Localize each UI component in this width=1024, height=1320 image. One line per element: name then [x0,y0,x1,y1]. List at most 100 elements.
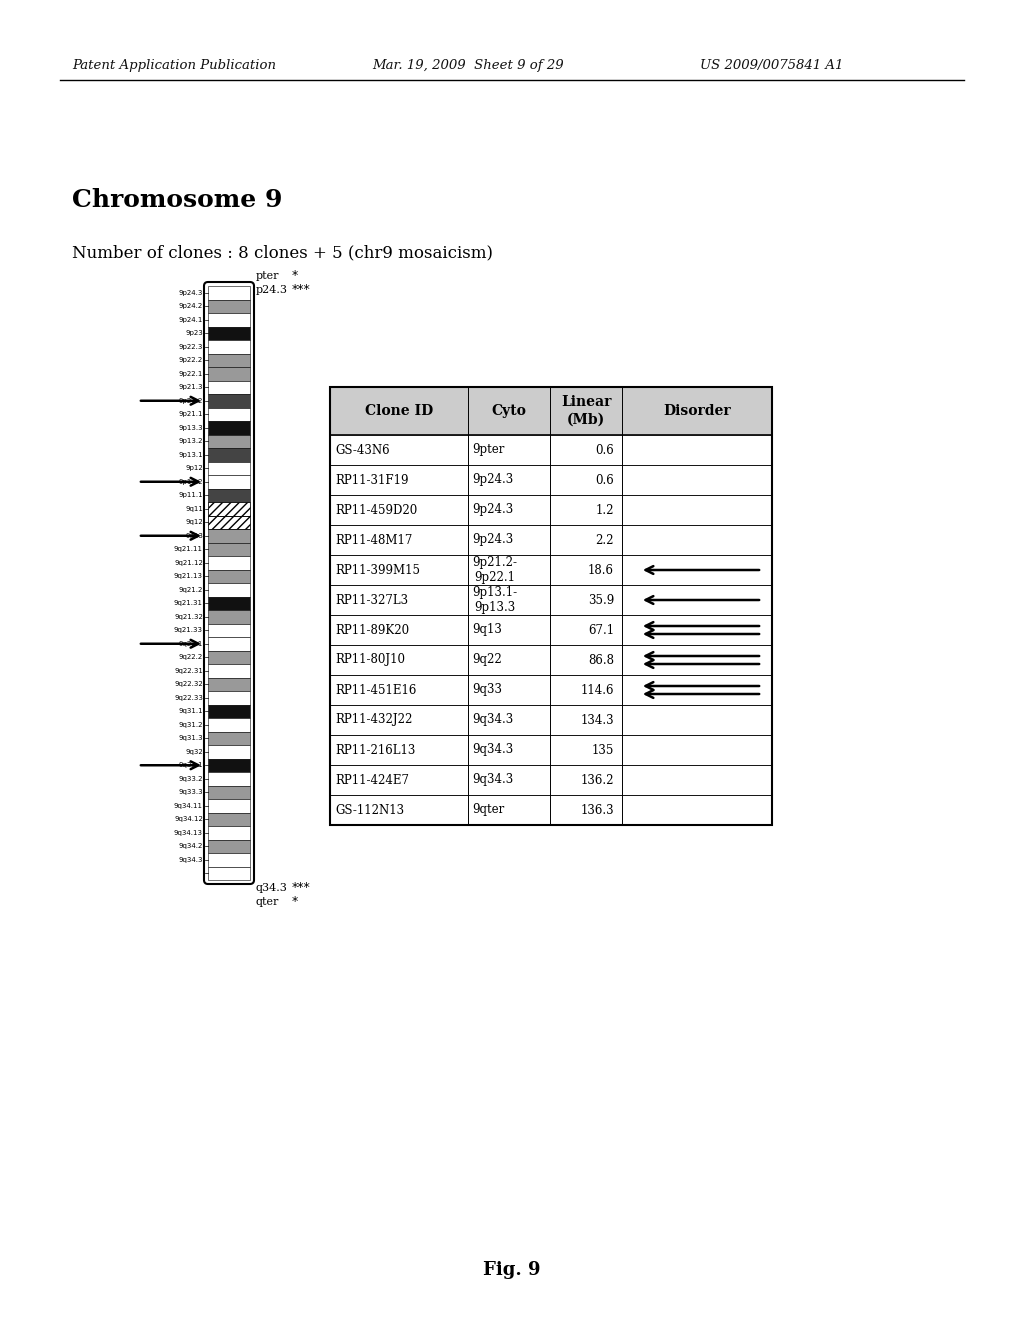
Bar [330,585,772,615]
Text: 9q21.2: 9q21.2 [178,587,203,593]
Bar [208,718,250,731]
Bar [208,488,250,502]
Text: 9q21.12: 9q21.12 [174,560,203,566]
Text: 9p11.1: 9p11.1 [178,492,203,498]
Text: 9p24.3: 9p24.3 [472,533,513,546]
Text: 9p23: 9p23 [185,330,203,337]
Bar [208,516,250,529]
Text: 9q34.12: 9q34.12 [174,816,203,822]
Bar [208,785,250,799]
Text: 86.8: 86.8 [588,653,614,667]
Text: 9q34.11: 9q34.11 [174,803,203,809]
Bar [208,610,250,623]
Bar [208,759,250,772]
Text: 9p21.2: 9p21.2 [178,397,203,404]
Bar [330,766,772,795]
Text: 9q34.3: 9q34.3 [472,714,513,726]
Text: 136.3: 136.3 [581,804,614,817]
Text: RP11-31F19: RP11-31F19 [335,474,409,487]
Bar [208,866,250,880]
Text: 9q34.3: 9q34.3 [472,743,513,756]
Text: Disorder: Disorder [664,404,731,418]
Text: 2.2: 2.2 [596,533,614,546]
Text: 9p12: 9p12 [185,465,203,471]
Text: 136.2: 136.2 [581,774,614,787]
Bar [208,813,250,826]
Text: 134.3: 134.3 [581,714,614,726]
Text: 9q34.2: 9q34.2 [178,843,203,849]
Bar [208,354,250,367]
Bar [208,502,250,516]
Bar [208,853,250,866]
Bar [330,795,772,825]
Text: RP11-399M15: RP11-399M15 [335,564,420,577]
Text: RP11-80J10: RP11-80J10 [335,653,406,667]
Text: RP11-432J22: RP11-432J22 [335,714,413,726]
Text: Linear
(Mb): Linear (Mb) [561,396,611,426]
Bar [208,434,250,447]
Text: 9q33.3: 9q33.3 [178,789,203,795]
Text: 9p22.1: 9p22.1 [178,371,203,376]
Text: US 2009/0075841 A1: US 2009/0075841 A1 [700,58,844,71]
Text: Cyto: Cyto [492,404,526,418]
Text: 9q33: 9q33 [472,684,502,697]
Text: RP11-327L3: RP11-327L3 [335,594,409,606]
Text: 9q34.3: 9q34.3 [472,774,513,787]
Text: 9p21.1: 9p21.1 [178,412,203,417]
Bar [208,447,250,462]
Text: 9p24.2: 9p24.2 [179,304,203,309]
Bar [208,502,250,516]
Text: p24.3: p24.3 [256,285,288,294]
Bar [208,826,250,840]
Text: 114.6: 114.6 [581,684,614,697]
Bar [330,465,772,495]
Bar [208,690,250,705]
Bar [208,772,250,785]
Text: RP11-48M17: RP11-48M17 [335,533,413,546]
Text: 1.2: 1.2 [596,503,614,516]
Text: 9q31.2: 9q31.2 [178,722,203,727]
Text: 9qter: 9qter [472,804,504,817]
Text: 9q33.2: 9q33.2 [178,776,203,781]
Text: q34.3: q34.3 [256,883,288,894]
Bar [330,675,772,705]
Bar [208,556,250,569]
Bar [330,554,772,585]
Bar [208,516,250,529]
Text: 9q22.32: 9q22.32 [174,681,203,688]
Text: 9q22.1: 9q22.1 [178,640,203,647]
Text: 9p24.3: 9p24.3 [472,474,513,487]
Text: Fig. 9: Fig. 9 [483,1261,541,1279]
Bar [208,583,250,597]
Text: 9p24.1: 9p24.1 [178,317,203,323]
Text: Patent Application Publication: Patent Application Publication [72,58,276,71]
Text: qter: qter [256,898,280,907]
Text: 9p13.3: 9p13.3 [178,425,203,430]
Text: Chromosome 9: Chromosome 9 [72,187,283,213]
Bar [330,525,772,554]
Text: 9q31.3: 9q31.3 [178,735,203,742]
Text: 9p21.3: 9p21.3 [178,384,203,391]
Text: pter: pter [256,271,280,281]
Bar [208,475,250,488]
Bar [330,387,772,436]
Text: 9q21.32: 9q21.32 [174,614,203,620]
Bar [330,436,772,465]
Bar [208,597,250,610]
Bar [208,840,250,853]
Text: 9q11: 9q11 [185,506,203,512]
Text: Mar. 19, 2009  Sheet 9 of 29: Mar. 19, 2009 Sheet 9 of 29 [372,58,563,71]
Bar [330,615,772,645]
Text: 9p13.2: 9p13.2 [178,438,203,445]
Text: 9q33.1: 9q33.1 [178,762,203,768]
Text: 9q12: 9q12 [185,519,203,525]
Text: 9q21.31: 9q21.31 [174,601,203,606]
Bar [208,799,250,813]
Bar [208,664,250,677]
Bar [208,529,250,543]
Text: ***: *** [292,284,310,297]
Bar [330,705,772,735]
Text: 9q22.33: 9q22.33 [174,694,203,701]
Text: 9q13: 9q13 [472,623,502,636]
Text: 9pter: 9pter [472,444,505,457]
